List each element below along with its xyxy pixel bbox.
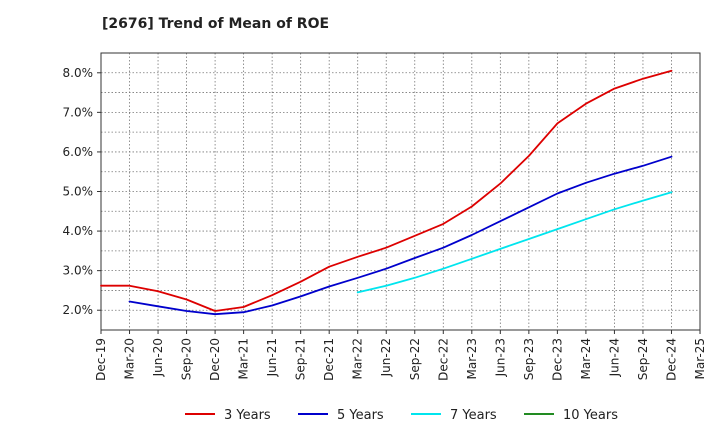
x-tick-label: Jun-24 <box>607 338 621 377</box>
x-tick-label: Mar-21 <box>237 338 251 379</box>
y-tick-label: 8.0% <box>63 66 94 80</box>
x-tick-label: Mar-20 <box>123 338 137 379</box>
y-tick-label: 5.0% <box>63 185 94 199</box>
x-tick-label: Sep-23 <box>522 338 536 380</box>
x-tick-label: Jun-23 <box>493 338 507 377</box>
x-tick-label: Jun-20 <box>151 338 165 377</box>
series-line-5-years <box>128 155 673 316</box>
x-tick-label: Dec-23 <box>550 338 564 381</box>
series-lines <box>100 69 673 316</box>
x-tick-label: Mar-24 <box>579 338 593 379</box>
y-tick-label: 7.0% <box>63 105 94 119</box>
x-tick-label: Jun-22 <box>379 338 393 377</box>
x-tick-label: Sep-21 <box>294 338 308 380</box>
y-tick-label: 6.0% <box>63 145 94 159</box>
x-tick-label: Dec-24 <box>664 338 678 381</box>
x-tick-label: Dec-19 <box>94 338 108 381</box>
legend-label-3-years: 3 Years <box>224 408 271 423</box>
legend-label-10-years: 10 Years <box>563 408 618 423</box>
chart-title: [2676] Trend of Mean of ROE <box>102 16 329 32</box>
x-tick-label: Mar-23 <box>465 338 479 379</box>
grid <box>100 53 701 330</box>
series-line-7-years <box>356 191 673 294</box>
legend-label-7-years: 7 Years <box>450 408 497 423</box>
x-tick-label: Dec-20 <box>208 338 222 381</box>
y-tick-label: 2.0% <box>63 303 94 317</box>
plot-frame <box>100 52 701 331</box>
x-tick-label: Dec-21 <box>322 338 336 381</box>
x-tick-label: Sep-22 <box>408 338 422 380</box>
legend: 3 Years 5 Years 7 Years 10 Years <box>185 408 618 423</box>
x-tick-label: Mar-25 <box>693 338 707 379</box>
y-tick-label: 4.0% <box>63 224 94 238</box>
series-line-3-years <box>100 69 673 312</box>
x-tick-label: Mar-22 <box>351 338 365 379</box>
y-tick-label: 3.0% <box>63 264 94 278</box>
axes: 2.0% 3.0% 4.0% 5.0% 6.0% 7.0% 8.0% Dec-19 Mar-20… <box>63 52 707 381</box>
x-tick-label: Dec-22 <box>436 338 450 381</box>
x-tick-label: Sep-24 <box>636 338 650 380</box>
legend-label-5-years: 5 Years <box>337 408 384 423</box>
x-tick-label: Sep-20 <box>180 338 194 380</box>
x-tick-label: Jun-21 <box>265 338 279 377</box>
